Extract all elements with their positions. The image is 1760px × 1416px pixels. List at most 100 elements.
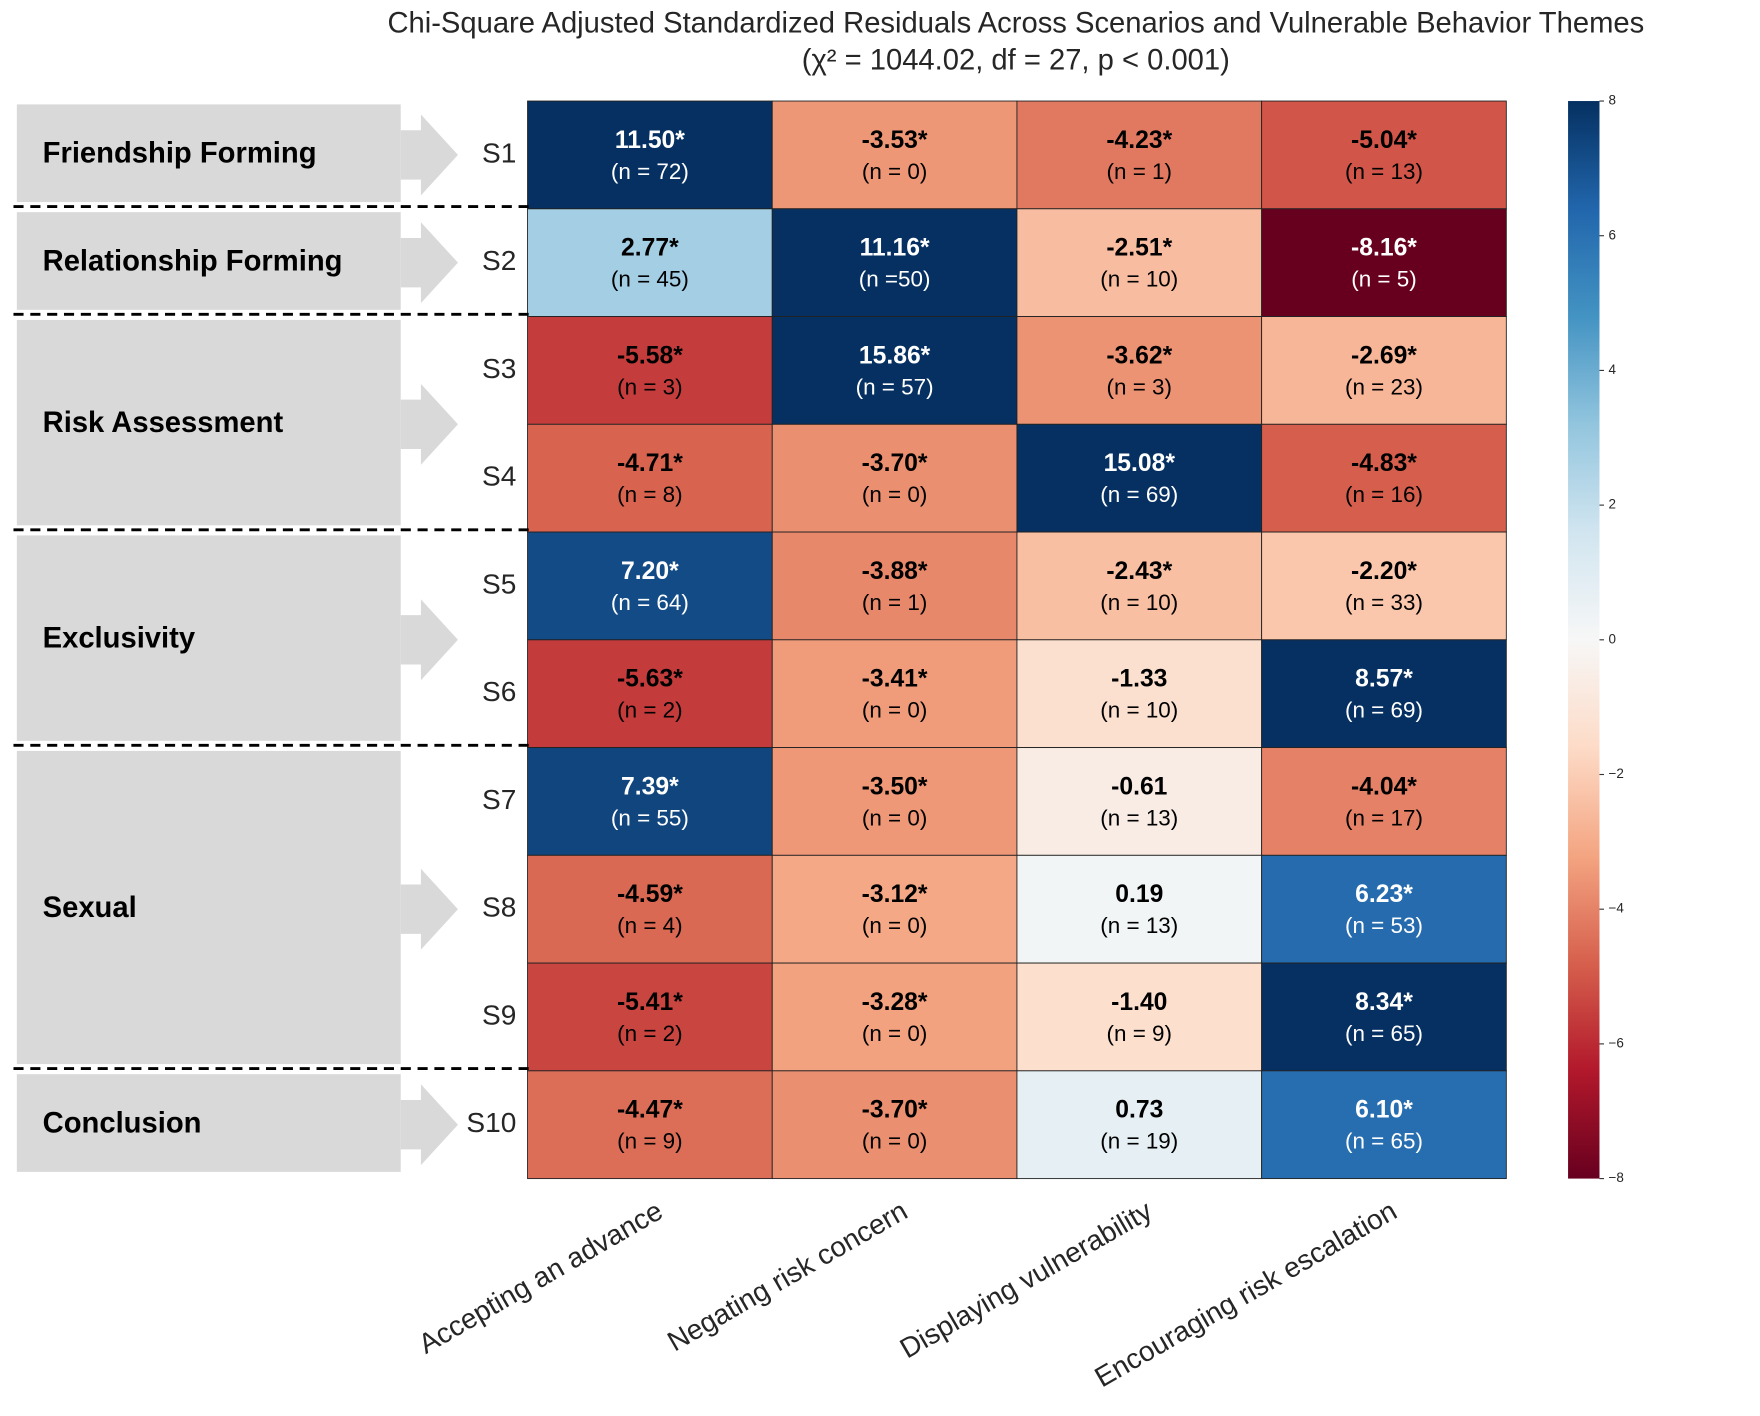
cell-note: (n = 33)	[1345, 590, 1423, 615]
heatmap-cell	[771, 100, 1018, 210]
cell-note: (n = 53)	[1345, 913, 1423, 938]
cell-value-label: 0.73	[1115, 1097, 1163, 1124]
cell-note: (n = 1)	[1107, 159, 1172, 184]
heatmap-cell	[1261, 639, 1507, 749]
heatmap-cell	[1261, 854, 1507, 964]
cell-value-label: -2.69*	[1351, 342, 1417, 369]
cell-note: (n = 9)	[1107, 1021, 1172, 1046]
cell-value-label: -3.12*	[862, 881, 928, 908]
group-arrow	[400, 114, 458, 196]
cell-value-label: -2.20*	[1351, 558, 1417, 585]
cell-note: (n = 2)	[617, 698, 682, 723]
heatmap-cell	[1261, 962, 1507, 1072]
heatmap-cell	[527, 747, 773, 856]
cell-note: (n = 4)	[617, 913, 682, 938]
cell-value-label: -3.50*	[862, 773, 928, 800]
cell-note: (n = 13)	[1100, 913, 1178, 938]
cell-note: (n = 5)	[1351, 267, 1416, 292]
cell-value-label: -3.28*	[862, 989, 928, 1016]
cell-note: (n = 0)	[862, 913, 927, 938]
cell-note: (n = 23)	[1345, 374, 1423, 399]
heatmap-cell	[1261, 747, 1507, 856]
cell-value-label: -3.88*	[862, 558, 928, 585]
heatmap-cell	[1016, 747, 1263, 856]
heatmap-cell	[1261, 100, 1507, 210]
heatmap-cell	[1016, 100, 1263, 210]
group-arrow	[400, 599, 458, 681]
cell-value-label: 0.19	[1115, 881, 1163, 908]
cell-note: (n = 0)	[862, 159, 927, 184]
cell-note: (n = 13)	[1345, 159, 1423, 184]
group-arrow	[400, 383, 458, 465]
colorbar-tick-label: 4	[1608, 362, 1616, 377]
heatmap-cell	[1016, 423, 1263, 533]
cell-note: (n = 0)	[862, 805, 927, 830]
x-tick-label: Displaying vulnerability	[895, 1195, 1158, 1364]
y-tick-label: S7	[482, 784, 516, 815]
cell-value-label: 8.57*	[1355, 666, 1413, 693]
group-box	[16, 104, 401, 203]
x-tick-label: Negating risk concern	[662, 1195, 912, 1357]
cell-note: (n = 0)	[862, 482, 927, 507]
heatmap-cell	[527, 854, 773, 964]
heatmap-cell	[771, 854, 1018, 964]
heatmap-cell	[527, 531, 773, 641]
cell-note: (n = 57)	[856, 374, 934, 399]
group-label: Relationship Forming	[43, 245, 343, 277]
cell-value-label: 8.34*	[1355, 989, 1413, 1016]
cell-value-label: -1.40	[1111, 989, 1167, 1016]
group-box	[16, 1074, 401, 1172]
x-tick-label: Accepting an advance	[413, 1195, 668, 1360]
colorbar-tick-label: −4	[1608, 901, 1624, 916]
cell-value-label: -5.04*	[1351, 127, 1417, 154]
colorbar	[1568, 101, 1600, 1179]
group-label: Sexual	[43, 892, 137, 924]
group-box	[16, 535, 401, 741]
heatmap-cell	[771, 962, 1018, 1072]
y-tick-label: S10	[466, 1107, 516, 1138]
y-tick-label: S2	[482, 245, 516, 276]
cell-value-label: 11.16*	[860, 235, 930, 262]
group-label: Risk Assessment	[43, 407, 284, 439]
heatmap-cell	[1016, 639, 1263, 749]
group-arrow	[400, 868, 458, 950]
cell-value-label: -1.33	[1111, 666, 1167, 693]
cell-note: (n = 19)	[1100, 1129, 1178, 1154]
cell-value-label: -3.70*	[862, 1097, 928, 1124]
group-label: Conclusion	[43, 1107, 202, 1139]
cell-note: (n = 72)	[611, 159, 689, 184]
heatmap-cell	[1016, 854, 1263, 964]
cell-note: (n = 13)	[1100, 805, 1178, 830]
y-tick-label: S9	[482, 999, 516, 1030]
heatmap-cell	[527, 423, 773, 533]
cell-note: (n = 55)	[611, 805, 689, 830]
colorbar-tick-label: −8	[1608, 1170, 1623, 1185]
heatmap-cell	[1016, 962, 1263, 1072]
cell-note: (n = 1)	[862, 590, 927, 615]
cell-note: (n = 16)	[1345, 482, 1423, 507]
cell-value-label: -4.23*	[1106, 127, 1172, 154]
cell-value-label: -2.51*	[1106, 235, 1172, 262]
heatmap-cell	[527, 100, 773, 210]
chart-subtitle: (χ² = 1044.02, df = 27, p < 0.001)	[802, 44, 1230, 76]
cell-value-label: -3.70*	[862, 450, 928, 477]
heatmap-cell	[771, 1070, 1018, 1180]
cell-note: (n = 3)	[1107, 374, 1172, 399]
cell-note: (n = 9)	[617, 1129, 682, 1154]
heatmap-cell	[1016, 1070, 1263, 1180]
group-box	[16, 212, 401, 310]
cell-note: (n = 8)	[617, 482, 682, 507]
cell-value-label: -5.41*	[617, 989, 683, 1016]
heatmap-cell	[1261, 316, 1507, 425]
heatmap-cell	[527, 208, 773, 317]
heatmap-cell	[1261, 208, 1507, 317]
heatmap-cell	[527, 1070, 773, 1180]
y-tick-label: S5	[482, 568, 516, 599]
cell-note: (n = 0)	[862, 698, 927, 723]
cell-value-label: 11.50*	[615, 127, 685, 154]
cell-note: (n = 45)	[611, 267, 689, 292]
cell-note: (n = 10)	[1100, 590, 1178, 615]
cell-note: (n = 3)	[617, 374, 682, 399]
